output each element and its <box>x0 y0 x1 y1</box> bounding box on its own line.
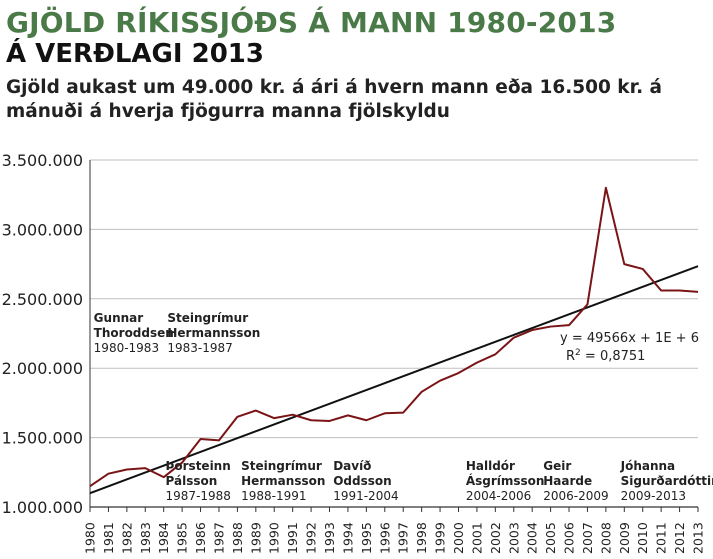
x-tick-label: 2003 <box>506 522 521 554</box>
y-tick-label: 3.500.000 <box>2 151 83 170</box>
x-tick-label: 1987 <box>211 522 226 554</box>
y-tick-label: 1.000.000 <box>2 498 83 517</box>
x-tick-label: 2000 <box>451 522 466 554</box>
x-tick-label: 1982 <box>119 522 134 554</box>
annotation-bottom-name: Pálsson <box>166 474 218 488</box>
x-tick-label: 1993 <box>322 522 337 554</box>
x-tick-label: 2005 <box>543 522 558 554</box>
annotation-bottom-name: Þorsteinn <box>166 459 231 473</box>
trend-line <box>89 265 699 495</box>
x-tick-label: 1988 <box>230 522 245 554</box>
trendline-equation: y = 49566x + 1E + 6 <box>560 331 699 346</box>
chart-title: GJÖLD RÍKISSJÓÐS Á MANN 1980-2013 <box>6 6 617 39</box>
annotation-bottom-years: 2006-2009 <box>543 489 608 503</box>
annotation-bottom-name: Davíð <box>333 459 371 473</box>
annotation-top-years: 1983-1987 <box>167 341 232 355</box>
y-tick-label: 2.000.000 <box>2 359 83 378</box>
annotation-top-name: Gunnar <box>94 311 144 325</box>
x-tick-label: 1986 <box>193 522 208 554</box>
annotation-bottom-years: 1991-2004 <box>333 489 398 503</box>
x-tick-label: 2006 <box>562 522 577 554</box>
chart-title-line2: Á VERÐLAGI 2013 <box>6 39 264 69</box>
x-tick-label: 1989 <box>248 522 263 554</box>
x-tick-label: 2001 <box>469 522 484 554</box>
x-tick-label: 1985 <box>175 522 190 554</box>
annotation-bottom-years: 1988-1991 <box>241 489 306 503</box>
annotation-bottom-name: Sigurðardóttir <box>621 474 713 488</box>
x-tick-label: 1981 <box>101 522 116 554</box>
x-tick-label: 1999 <box>433 522 448 554</box>
annotation-bottom-name: Ásgrímsson <box>466 473 545 488</box>
x-tick-label: 1983 <box>138 522 153 554</box>
annotation-bottom-years: 2009-2013 <box>621 489 686 503</box>
annotation-top-name: Steingrímur <box>167 311 248 325</box>
x-tick-label: 1997 <box>396 522 411 554</box>
annotation-top-name: Thoroddsen <box>94 326 174 340</box>
annotation-bottom-name: Steingrímur <box>241 459 322 473</box>
annotation-bottom-name: Oddsson <box>333 474 391 488</box>
x-tick-label: 1990 <box>267 522 282 554</box>
chart-subtitle: Gjöld aukast um 49.000 kr. á ári á hvern… <box>6 77 663 122</box>
annotation-bottom-name: Haarde <box>543 474 592 488</box>
annotation-top-name: Hermannsson <box>167 326 260 340</box>
x-tick-label: 2008 <box>598 522 613 554</box>
y-tick-label: 1.500.000 <box>2 429 83 448</box>
y-tick-label: 2.500.000 <box>2 290 83 309</box>
x-tick-label: 1984 <box>156 522 171 554</box>
x-tick-label: 2004 <box>525 522 540 554</box>
annotation-bottom-name: Halldór <box>466 459 515 473</box>
x-tick-label: 1998 <box>414 522 429 554</box>
trendline-r-squared: R2 = 0,8751 <box>566 348 645 364</box>
annotation-bottom-years: 1987-1988 <box>166 489 231 503</box>
x-tick-label: 2011 <box>654 522 669 554</box>
x-tick-label: 1980 <box>83 522 98 554</box>
x-tick-label: 2013 <box>691 522 706 554</box>
series-line <box>89 186 699 488</box>
x-tick-label: 1992 <box>304 522 319 554</box>
x-tick-label: 2007 <box>580 522 595 554</box>
annotation-bottom-name: Jóhanna <box>620 459 676 473</box>
annotation-bottom-name: Hermansson <box>241 474 325 488</box>
x-tick-label: 2002 <box>488 522 503 554</box>
x-tick-label: 1991 <box>285 522 300 554</box>
annotation-bottom-years: 2004-2006 <box>466 489 531 503</box>
annotation-bottom-name: Geir <box>543 459 571 473</box>
y-tick-label: 3.000.000 <box>2 220 83 239</box>
x-tick-label: 2012 <box>672 522 687 554</box>
x-tick-label: 1994 <box>340 522 355 554</box>
x-tick-label: 2009 <box>617 522 632 554</box>
x-tick-label: 1996 <box>377 522 392 554</box>
x-tick-label: 2010 <box>635 522 650 554</box>
x-tick-label: 1995 <box>359 522 374 554</box>
annotation-top-years: 1980-1983 <box>94 341 159 355</box>
